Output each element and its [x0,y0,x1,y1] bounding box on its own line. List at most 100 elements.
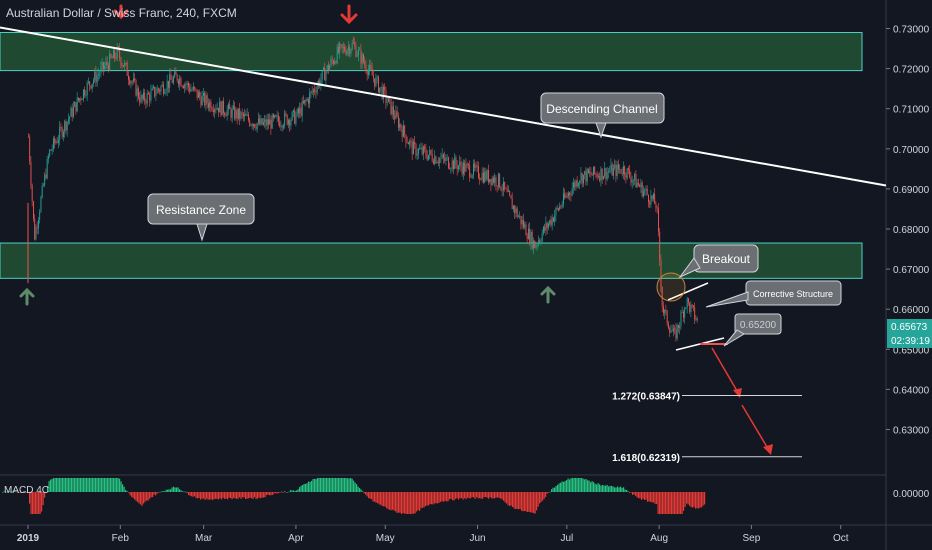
macd-bar [453,492,455,501]
resistance-zone-callout[interactable]: Resistance Zone [147,193,255,242]
macd-bar [228,492,230,498]
macd-bar [656,492,658,504]
descending-trendline[interactable] [0,26,887,187]
macd-bar [539,492,541,504]
macd-bar [186,492,188,494]
candle [486,168,488,182]
candle [528,223,529,240]
candle [201,91,203,106]
candle [574,180,576,191]
candle [263,117,264,126]
candle [350,48,352,57]
candle [271,113,273,129]
candle [29,134,31,165]
macd-bar [375,492,377,503]
candle [465,158,467,173]
candle [678,324,679,333]
macd-bar [204,492,206,500]
candle [518,214,519,218]
macd-bar [645,492,647,500]
macd-bar [497,492,499,498]
macd-bar [333,478,335,492]
candle [610,158,612,174]
candle [114,49,116,62]
macd-bar [128,492,130,493]
corrective-structure-callout[interactable]: Corrective Structure [705,280,842,308]
macd-bar [666,492,668,514]
candle [665,304,667,316]
macd-bar [135,492,137,501]
candle [230,106,232,121]
candle [330,56,332,68]
candle [510,194,512,199]
candle [301,97,303,123]
candle [408,141,409,145]
macd-bar [513,492,515,509]
macd-bar [302,485,304,492]
macd-bar [519,492,521,510]
candle [435,155,437,164]
time-tick-label: Aug [650,533,668,544]
macd-bar [150,492,152,498]
price-axis[interactable]: 0.73000 0.72000 0.71000 0.70000 0.69000 0.680… [886,25,930,437]
candle [265,115,267,130]
candle [555,206,557,222]
macd-bar [548,492,550,493]
macd-bar [65,478,67,492]
macd-bar [33,492,35,514]
macd-bar [467,492,469,498]
candle [514,204,516,219]
candle [390,99,392,116]
macd-bar [132,492,134,499]
candle [500,186,502,192]
candle [358,46,359,62]
macd-bar [380,492,382,505]
macd-bar [542,492,544,501]
candle [70,106,72,117]
candle [333,59,334,67]
candle [485,167,487,182]
macd-bar [365,492,367,495]
candle [328,61,329,75]
macd-bar [525,492,527,512]
candle [61,126,63,140]
candle [348,40,349,57]
macd-bar [113,478,115,492]
macd-bar [702,492,704,506]
candle [384,83,386,96]
candle [383,84,384,104]
candle [685,306,687,310]
macd-bar [417,492,419,511]
macd-bar [689,492,691,506]
macd-bar [221,492,223,500]
candle [529,222,531,246]
macd-bar [102,478,104,492]
breakout-callout[interactable]: Breakout [678,244,759,279]
candle [534,240,536,249]
macd-bar [255,492,257,500]
candle [413,138,414,155]
supply-zone[interactable] [0,32,863,72]
candle [405,134,407,148]
macd-bar [413,492,415,514]
descending-channel-callout[interactable]: Descending Channel [540,92,665,139]
candle [115,52,117,61]
macd-bar [684,492,686,507]
macd-bar [431,492,433,505]
macd-bar [411,492,413,514]
macd-bar [276,492,278,494]
candle [433,158,434,165]
candle [226,105,228,121]
candle [336,44,338,65]
macd-bar [347,478,349,492]
candle [244,108,246,122]
candle [578,182,579,189]
candle [104,61,106,72]
candle [131,80,133,86]
macd-bar [506,492,508,504]
time-axis[interactable]: 2019 Feb Mar Apr May Jun Jul Aug Sep Oct [17,525,849,544]
target-price-callout[interactable]: 0.65200 [723,313,782,347]
candle [34,214,36,241]
macd-bar [573,478,575,492]
